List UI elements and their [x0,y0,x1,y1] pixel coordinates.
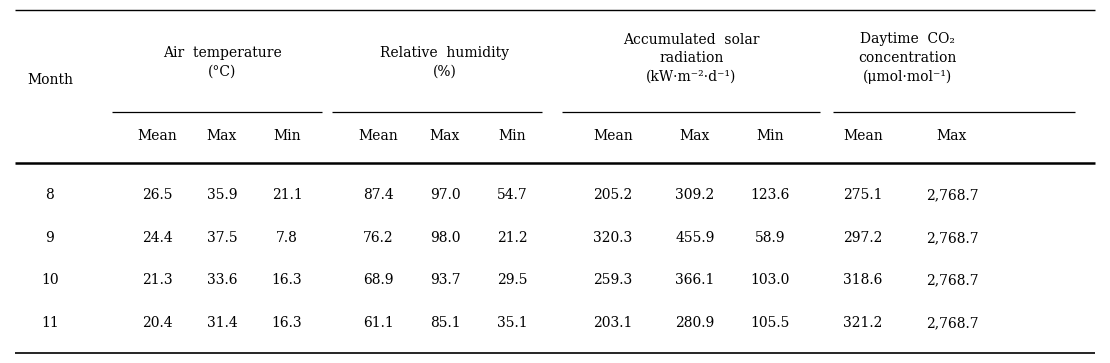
Text: Min: Min [498,129,526,143]
Text: 68.9: 68.9 [363,273,393,287]
Text: 24.4: 24.4 [142,231,172,245]
Text: 318.6: 318.6 [844,273,882,287]
Text: Daytime  CO₂
concentration
(μmol·mol⁻¹): Daytime CO₂ concentration (μmol·mol⁻¹) [858,32,957,84]
Text: Accumulated  solar
radiation
(kW·m⁻²·d⁻¹): Accumulated solar radiation (kW·m⁻²·d⁻¹) [623,33,759,83]
Text: Max: Max [937,129,967,143]
Text: 123.6: 123.6 [750,188,789,202]
Text: 309.2: 309.2 [675,188,715,202]
Text: 26.5: 26.5 [142,188,172,202]
Text: 366.1: 366.1 [675,273,715,287]
Text: 29.5: 29.5 [497,273,527,287]
Text: 20.4: 20.4 [142,316,172,330]
Text: 16.3: 16.3 [272,316,302,330]
Text: Max: Max [679,129,710,143]
Text: 320.3: 320.3 [594,231,633,245]
Text: 2,768.7: 2,768.7 [926,231,978,245]
Text: 54.7: 54.7 [496,188,527,202]
Text: 33.6: 33.6 [206,273,238,287]
Text: 7.8: 7.8 [276,231,297,245]
Text: Max: Max [206,129,238,143]
Text: Month: Month [27,73,73,87]
Text: Mean: Mean [138,129,176,143]
Text: 93.7: 93.7 [430,273,461,287]
Text: 455.9: 455.9 [675,231,715,245]
Text: Mean: Mean [593,129,633,143]
Text: 10: 10 [41,273,59,287]
Text: Air  temperature
(°C): Air temperature (°C) [163,46,281,78]
Text: Min: Min [273,129,301,143]
Text: 259.3: 259.3 [594,273,633,287]
Text: 280.9: 280.9 [675,316,715,330]
Text: 103.0: 103.0 [750,273,789,287]
Text: 321.2: 321.2 [844,316,882,330]
Text: 9: 9 [46,231,54,245]
Text: Min: Min [756,129,784,143]
Text: 203.1: 203.1 [594,316,633,330]
Text: 2,768.7: 2,768.7 [926,316,978,330]
Text: 21.2: 21.2 [496,231,527,245]
Text: 98.0: 98.0 [430,231,461,245]
Text: 37.5: 37.5 [206,231,238,245]
Text: 87.4: 87.4 [363,188,393,202]
Text: 21.3: 21.3 [142,273,172,287]
Text: 97.0: 97.0 [430,188,461,202]
Text: 2,768.7: 2,768.7 [926,188,978,202]
Text: 105.5: 105.5 [750,316,789,330]
Text: 205.2: 205.2 [594,188,633,202]
Text: 76.2: 76.2 [363,231,393,245]
Text: 35.1: 35.1 [496,316,527,330]
Text: 61.1: 61.1 [363,316,393,330]
Text: 8: 8 [46,188,54,202]
Text: 11: 11 [41,316,59,330]
Text: 31.4: 31.4 [206,316,238,330]
Text: 35.9: 35.9 [206,188,238,202]
Text: 297.2: 297.2 [844,231,882,245]
Text: 16.3: 16.3 [272,273,302,287]
Text: Relative  humidity
(%): Relative humidity (%) [381,46,509,78]
Text: 21.1: 21.1 [272,188,302,202]
Text: 275.1: 275.1 [844,188,882,202]
Text: 58.9: 58.9 [755,231,785,245]
Text: 2,768.7: 2,768.7 [926,273,978,287]
Text: Max: Max [430,129,461,143]
Text: Mean: Mean [844,129,882,143]
Text: Mean: Mean [359,129,397,143]
Text: 85.1: 85.1 [430,316,461,330]
